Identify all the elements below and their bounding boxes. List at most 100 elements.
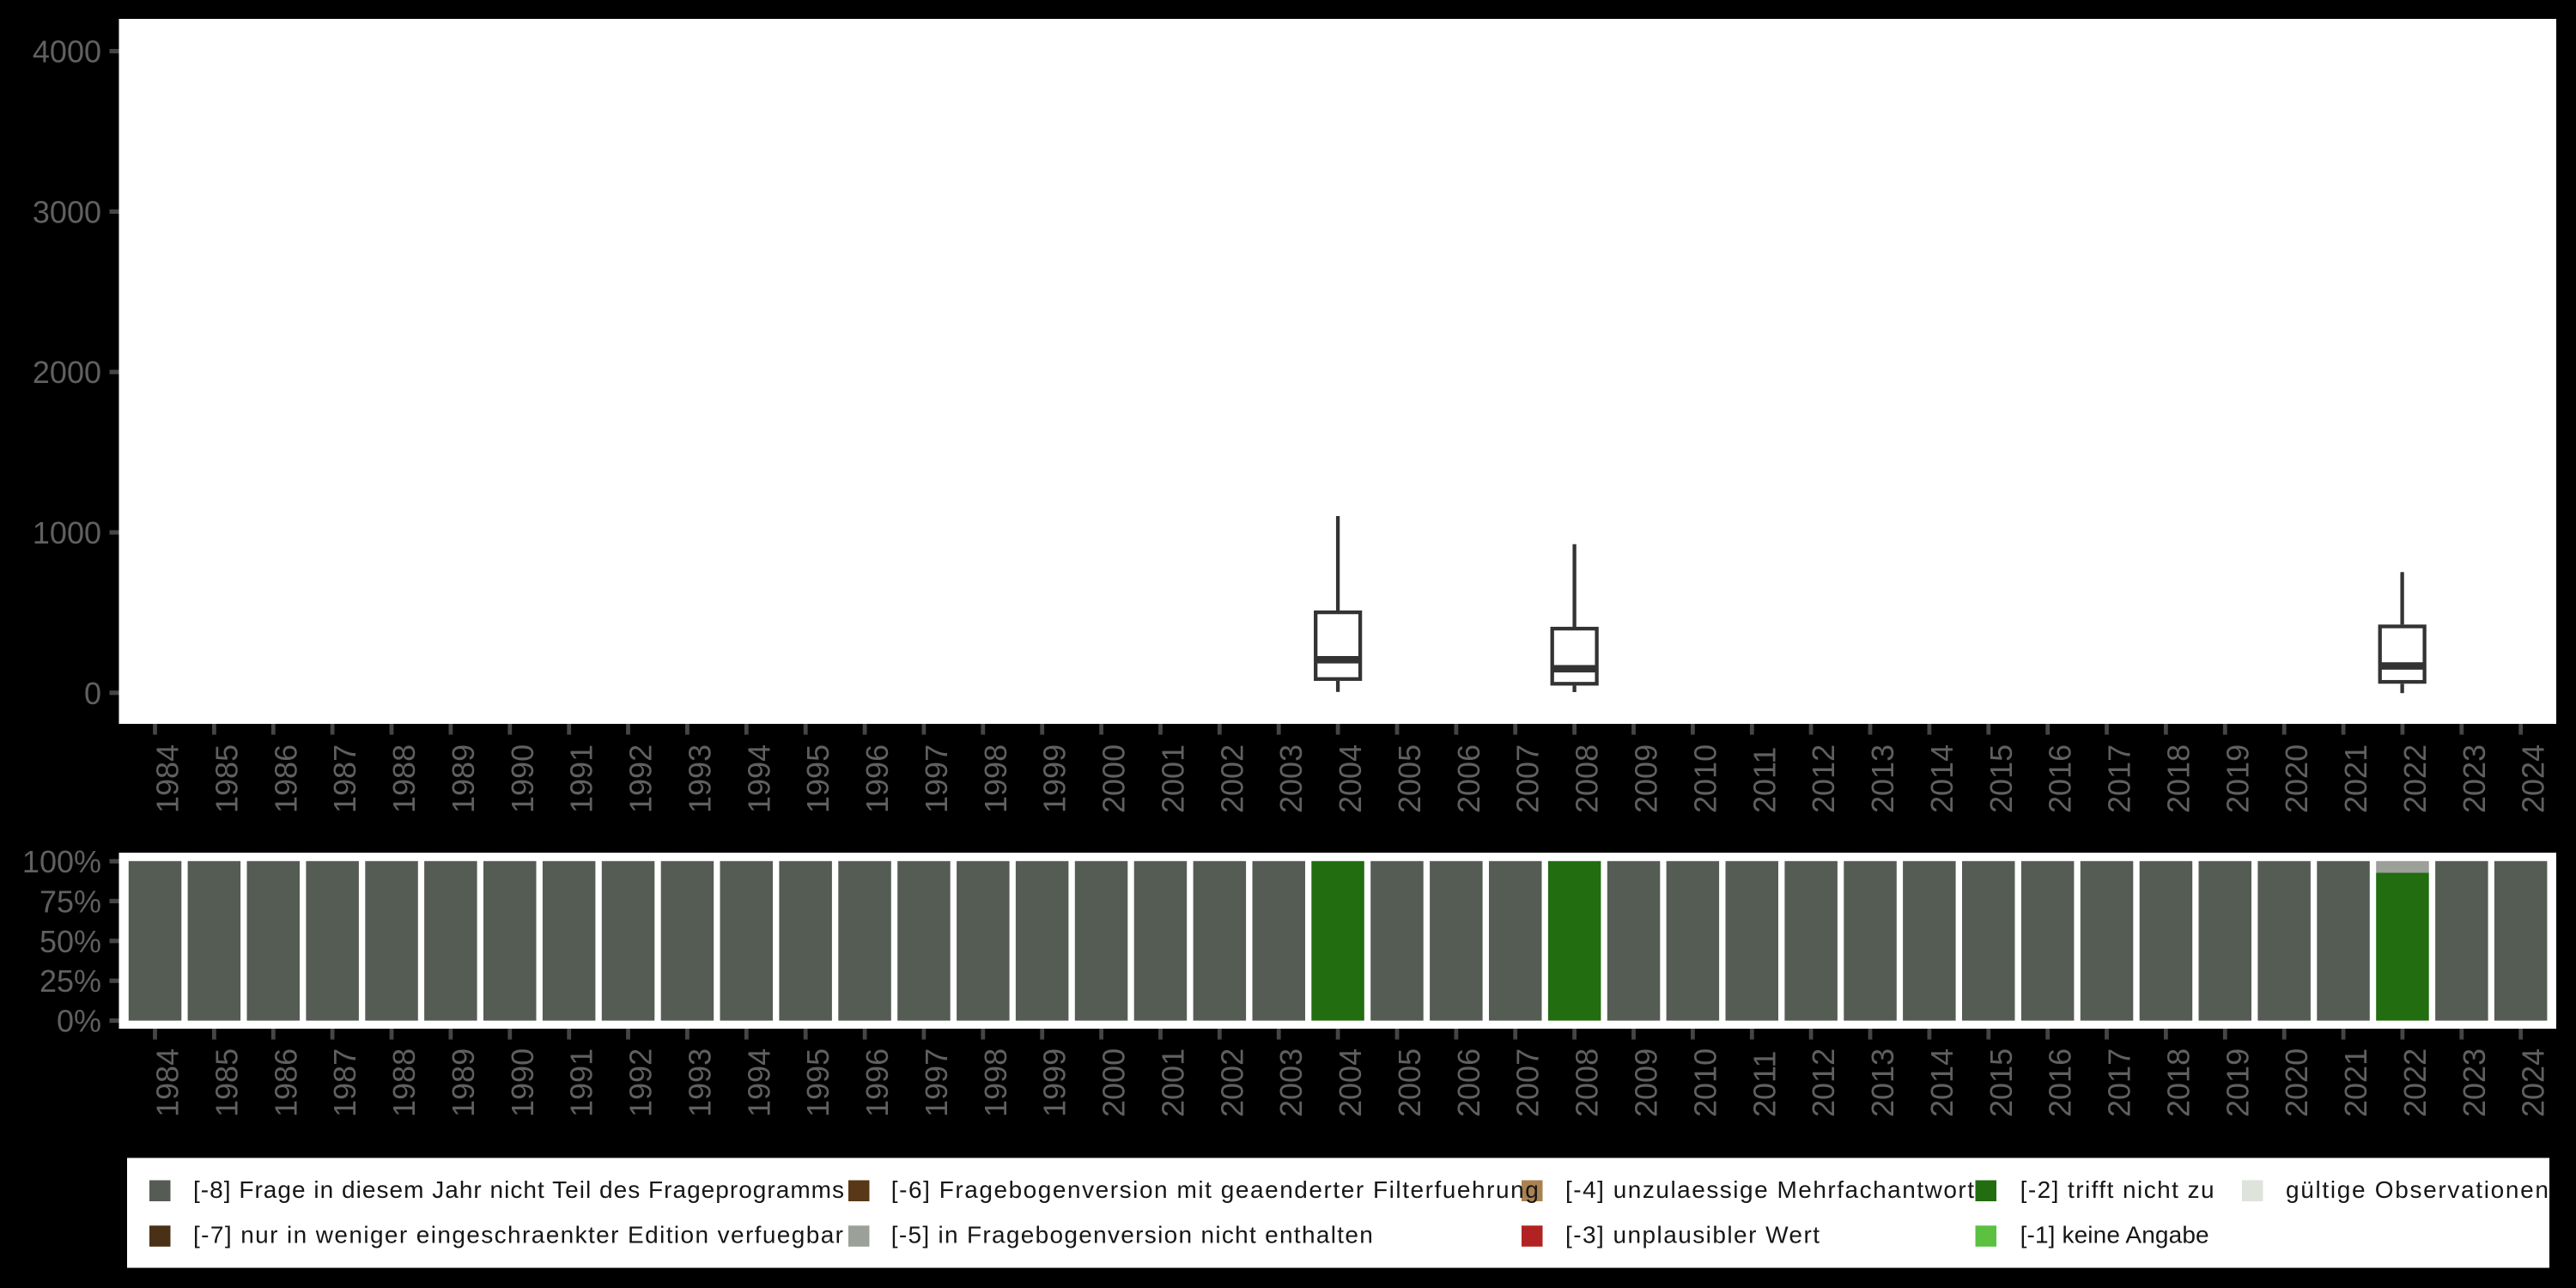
svg-text:2015: 2015 xyxy=(1984,1048,2019,1117)
svg-text:2019: 2019 xyxy=(2220,1048,2255,1117)
svg-text:3000: 3000 xyxy=(33,194,101,229)
svg-text:2009: 2009 xyxy=(1629,1048,1664,1117)
svg-text:1998: 1998 xyxy=(978,1048,1013,1117)
svg-text:2001: 2001 xyxy=(1156,1048,1191,1117)
svg-text:2003: 2003 xyxy=(1273,744,1309,813)
svg-text:1996: 1996 xyxy=(860,1048,895,1117)
svg-text:2008: 2008 xyxy=(1570,1048,1605,1117)
svg-text:1986: 1986 xyxy=(268,1048,303,1117)
svg-text:2006: 2006 xyxy=(1451,1048,1486,1117)
svg-text:2021: 2021 xyxy=(2338,1048,2373,1117)
svg-text:[-2] trifft nicht zu: [-2] trifft nicht zu xyxy=(2020,1176,2215,1203)
svg-text:1996: 1996 xyxy=(860,744,895,813)
svg-text:2003: 2003 xyxy=(1273,1048,1309,1117)
svg-text:2007: 2007 xyxy=(1510,744,1546,813)
svg-text:1991: 1991 xyxy=(564,1048,599,1117)
svg-text:2010: 2010 xyxy=(1687,744,1722,813)
svg-text:1987: 1987 xyxy=(327,1048,362,1117)
svg-text:2002: 2002 xyxy=(1214,1048,1249,1117)
svg-text:2016: 2016 xyxy=(2043,1048,2078,1117)
svg-text:2000: 2000 xyxy=(1097,1048,1132,1117)
svg-text:2000: 2000 xyxy=(33,355,101,390)
svg-text:1985: 1985 xyxy=(209,1048,244,1117)
svg-text:2016: 2016 xyxy=(2043,744,2078,813)
svg-text:2000: 2000 xyxy=(1097,744,1132,813)
svg-text:2007: 2007 xyxy=(1510,1048,1546,1117)
svg-text:gültige Observationen: gültige Observationen xyxy=(2286,1176,2549,1203)
svg-text:2011: 2011 xyxy=(1747,1051,1782,1117)
svg-text:[-4] unzulaessige Mehrfachantw: [-4] unzulaessige Mehrfachantwort xyxy=(1565,1176,1974,1203)
svg-text:2019: 2019 xyxy=(2220,744,2255,813)
svg-text:2022: 2022 xyxy=(2397,744,2433,813)
svg-text:1992: 1992 xyxy=(623,1048,659,1117)
svg-text:1988: 1988 xyxy=(386,1048,422,1117)
svg-text:2010: 2010 xyxy=(1687,1048,1722,1117)
svg-text:1987: 1987 xyxy=(327,744,362,813)
svg-text:75%: 75% xyxy=(39,884,101,919)
svg-text:1985: 1985 xyxy=(209,744,244,813)
svg-text:[-6] Fragebogenversion mit gea: [-6] Fragebogenversion mit geaenderter F… xyxy=(891,1176,1539,1203)
svg-text:2001: 2001 xyxy=(1156,744,1191,813)
svg-text:2004: 2004 xyxy=(1333,1048,1368,1117)
svg-text:0%: 0% xyxy=(57,1004,101,1039)
svg-text:50%: 50% xyxy=(39,924,101,959)
svg-text:[-5] in Fragebogenversion nich: [-5] in Fragebogenversion nicht enthalte… xyxy=(891,1222,1373,1249)
svg-text:2018: 2018 xyxy=(2160,744,2196,813)
svg-text:2022: 2022 xyxy=(2397,1048,2433,1117)
svg-text:1994: 1994 xyxy=(741,744,776,813)
svg-text:[-7] nur in weniger eingeschra: [-7] nur in weniger eingeschraenkter Edi… xyxy=(193,1222,843,1249)
svg-text:1998: 1998 xyxy=(978,744,1013,813)
svg-text:2023: 2023 xyxy=(2457,1048,2492,1117)
svg-text:2002: 2002 xyxy=(1214,744,1249,813)
svg-text:2008: 2008 xyxy=(1570,744,1605,813)
svg-text:2023: 2023 xyxy=(2457,744,2492,813)
svg-text:1999: 1999 xyxy=(1037,744,1072,813)
svg-text:[-3] unplausibler Wert: [-3] unplausibler Wert xyxy=(1565,1222,1820,1249)
svg-text:2004: 2004 xyxy=(1333,744,1368,813)
svg-text:2020: 2020 xyxy=(2279,1048,2314,1117)
svg-text:2021: 2021 xyxy=(2338,744,2373,813)
svg-text:1995: 1995 xyxy=(800,1048,835,1117)
svg-text:1992: 1992 xyxy=(623,744,659,813)
svg-text:1989: 1989 xyxy=(446,744,481,813)
svg-text:[-1] keine Angabe: [-1] keine Angabe xyxy=(2020,1222,2209,1249)
svg-text:2015: 2015 xyxy=(1984,744,2019,813)
svg-text:0: 0 xyxy=(84,676,101,711)
svg-text:2020: 2020 xyxy=(2279,744,2314,813)
svg-text:25%: 25% xyxy=(39,963,101,999)
svg-text:1997: 1997 xyxy=(919,1048,954,1117)
svg-text:1988: 1988 xyxy=(386,744,422,813)
svg-text:1000: 1000 xyxy=(33,515,101,550)
svg-text:1990: 1990 xyxy=(505,1048,540,1117)
svg-text:2018: 2018 xyxy=(2160,1048,2196,1117)
svg-text:2012: 2012 xyxy=(1806,1048,1841,1117)
svg-text:2011: 2011 xyxy=(1747,747,1782,813)
svg-text:1999: 1999 xyxy=(1037,1048,1072,1117)
svg-text:2017: 2017 xyxy=(2102,1048,2137,1117)
svg-text:2017: 2017 xyxy=(2102,744,2137,813)
svg-text:1990: 1990 xyxy=(505,744,540,813)
svg-text:2005: 2005 xyxy=(1392,744,1427,813)
svg-text:2006: 2006 xyxy=(1451,744,1486,813)
svg-text:2005: 2005 xyxy=(1392,1048,1427,1117)
svg-text:2014: 2014 xyxy=(1924,744,1959,813)
svg-text:1984: 1984 xyxy=(150,744,185,813)
svg-text:1986: 1986 xyxy=(268,744,303,813)
svg-text:2013: 2013 xyxy=(1865,744,1900,813)
svg-text:2012: 2012 xyxy=(1806,744,1841,813)
svg-text:[-8] Frage in diesem Jahr nich: [-8] Frage in diesem Jahr nicht Teil des… xyxy=(193,1176,844,1203)
svg-text:1989: 1989 xyxy=(446,1048,481,1117)
svg-text:4000: 4000 xyxy=(33,34,101,70)
svg-text:2024: 2024 xyxy=(2516,744,2551,813)
svg-text:1984: 1984 xyxy=(150,1048,185,1117)
svg-text:1994: 1994 xyxy=(741,1048,776,1117)
svg-text:2009: 2009 xyxy=(1629,744,1664,813)
svg-text:1991: 1991 xyxy=(564,744,599,813)
svg-text:1993: 1993 xyxy=(682,744,717,813)
svg-text:1993: 1993 xyxy=(682,1048,717,1117)
svg-text:1997: 1997 xyxy=(919,744,954,813)
svg-text:2024: 2024 xyxy=(2516,1048,2551,1117)
svg-text:1995: 1995 xyxy=(800,744,835,813)
svg-text:2013: 2013 xyxy=(1865,1048,1900,1117)
svg-text:2014: 2014 xyxy=(1924,1048,1959,1117)
